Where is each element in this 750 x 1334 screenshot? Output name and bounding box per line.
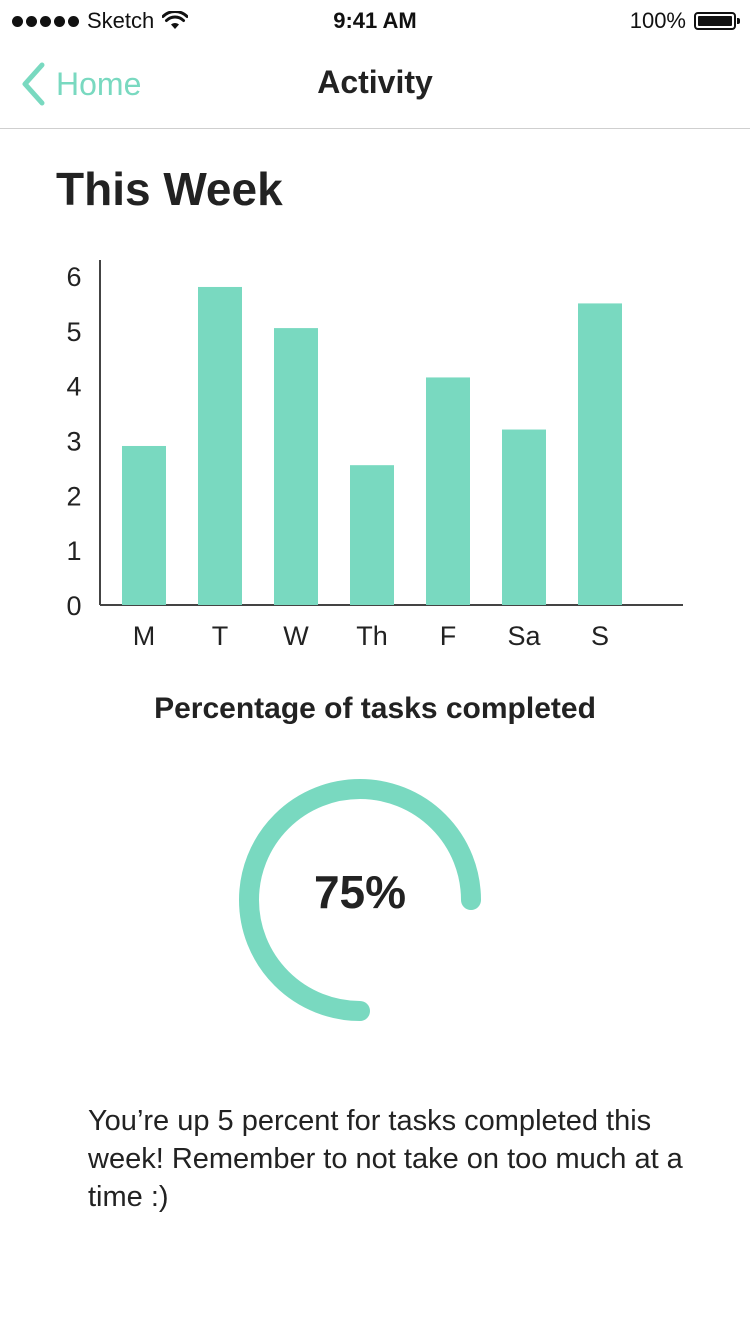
wifi-icon [162,11,189,29]
progress-ring [239,779,481,1021]
bar-f [426,377,470,605]
y-tick-label: 4 [66,372,81,402]
battery-icon [694,12,740,30]
y-tick-label: 1 [66,536,81,566]
y-tick-label: 6 [66,262,81,292]
x-tick-label: Th [356,621,388,651]
signal-dots-icon [12,15,79,27]
back-label: Home [56,65,142,102]
summary-message: You’re up 5 percent for tasks completed … [88,1105,683,1213]
carrier-name: Sketch [87,8,155,33]
bar-sa [502,429,546,605]
progress-label: Percentage of tasks completed [154,692,596,725]
bar-th [350,465,394,605]
y-tick-label: 5 [66,317,81,347]
progress-value: 75% [313,866,407,918]
battery-percent: 100% [629,8,686,33]
y-tick-label: 0 [66,591,81,621]
status-bar: Sketch 9:41 AM 100% [0,0,750,40]
y-tick-label: 2 [66,481,81,511]
chevron-left-icon [22,62,45,106]
x-tick-label: Sa [507,621,541,651]
status-right: 100% [629,8,740,34]
progress-arc [239,779,481,1021]
weekly-bar-chart: 0 1 2 3 4 5 6 M T W Th F Sa S [66,260,683,651]
back-button[interactable]: Home [20,62,141,106]
x-tick-label: M [133,621,156,651]
status-time: 9:41 AM [333,8,417,33]
section-title: This Week [56,163,283,215]
bar-w [274,328,318,605]
bar-s [578,303,622,605]
status-left: Sketch [12,8,189,34]
x-tick-label: F [440,621,457,651]
bar-t [198,286,242,605]
y-tick-label: 3 [66,427,81,457]
x-tick-label: T [212,621,229,651]
x-tick-label: S [591,621,609,651]
navigation-bar: Home Activity [0,40,750,129]
nav-title: Activity [317,64,433,100]
bar-m [122,445,166,605]
x-tick-label: W [283,621,309,651]
